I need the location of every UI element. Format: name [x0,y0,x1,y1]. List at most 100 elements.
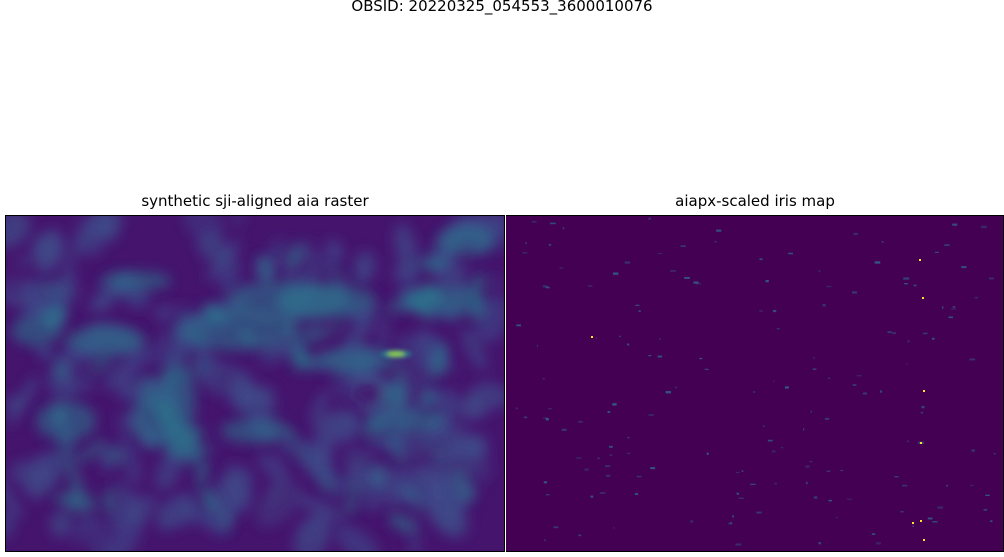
iris-speck [542,285,548,288]
raster-texture [491,219,504,238]
iris-speck [824,418,830,420]
iris-speck [767,439,773,442]
iris-speck [716,229,722,232]
iris-speck [626,452,631,455]
raster-texture [219,467,253,523]
raster-texture [156,493,198,530]
iris-speck [840,469,843,472]
raster-texture [335,524,380,551]
iris-speck [612,272,619,275]
iris-speck [696,283,702,285]
raster-texture [107,511,143,551]
iris-speck [902,484,908,487]
iris-speck [634,493,639,495]
iris-speck [756,511,762,514]
iris-speck [612,403,617,406]
iris-speck [732,515,735,518]
raster-texture [255,481,302,528]
raster-bright-fibril [105,449,126,462]
raster-texture [205,238,241,281]
raster-texture [434,388,462,419]
iris-speck [680,245,686,247]
iris-speck [784,386,789,389]
raster-texture [460,391,486,421]
raster-bright-fibril [195,462,209,488]
raster-bright-fibril [389,512,415,533]
raster-bright-fibril [468,302,488,319]
iris-speck [907,340,910,343]
iris-speck [944,244,950,246]
raster-bright-fibril [422,282,443,306]
iris-speck [907,440,909,443]
iris-speck [772,309,777,313]
iris-speck [880,390,882,393]
raster-texture [436,262,467,293]
iris-speck [961,266,967,269]
iris-speck [900,510,904,513]
iris-speck [887,331,892,334]
iris-speck [805,481,808,485]
iris-speck [812,357,815,359]
raster-texture [299,445,329,471]
raster-bright-fibril [347,483,362,496]
iris-speck [542,417,548,419]
iris-bright-pixel [919,259,921,261]
raster-texture [6,276,31,303]
iris-speck [985,494,990,496]
iris-speck [735,543,742,546]
raster-texture [330,474,351,500]
iris-speck [852,384,857,386]
raster-texture [95,216,118,239]
iris-speck [657,252,663,255]
raster-texture [376,313,390,362]
raster-texture [326,239,344,262]
raster-bright-fibril [185,446,206,471]
iris-speck [531,220,537,223]
raster-bright-patch [101,271,171,291]
iris-speck [989,277,994,280]
raster-bright-patch [176,311,296,351]
raster-texture [183,216,225,243]
raster-texture [85,513,112,551]
iris-speck [776,327,780,330]
iris-speck [894,476,899,478]
iris-speck [605,474,611,477]
iris-speck [578,420,583,423]
iris-speck [813,496,818,499]
raster-bright-fibril [418,256,452,271]
iris-speck [648,414,654,417]
iris-speck [523,416,528,419]
iris-speck [714,241,717,243]
iris-speck [913,284,917,287]
iris-speck [690,520,694,523]
iris-speck [559,267,563,269]
right-panel-title: aiapx-scaled iris map [675,192,835,210]
raster-texture [310,390,330,422]
raster-texture [106,495,158,528]
raster-bright-fibril [238,327,257,348]
raster-bright-fibril [193,334,206,348]
iris-speck [822,304,826,307]
raster-bright-fibril [259,256,272,282]
raster-texture [6,216,31,249]
iris-speck [846,498,852,500]
raster-texture [46,367,79,401]
iris-speck [981,225,987,229]
raster-bright-fibril [39,303,69,322]
iris-speck [970,484,974,486]
raster-texture [295,494,347,522]
iris-speck [762,425,765,427]
iris-speck [684,277,690,279]
iris-speck [993,452,996,455]
iris-speck [665,391,672,394]
iris-speck [609,454,613,456]
iris-speck [635,304,640,307]
raster-bright-patch [276,283,376,319]
raster-bright-fibril [285,317,297,339]
iris-speck [548,243,552,246]
iris-speck [765,280,769,283]
raster-bright-patch [66,326,146,356]
iris-map-canvas [506,216,1003,551]
iris-speck [545,417,549,421]
raster-texture [24,451,63,499]
